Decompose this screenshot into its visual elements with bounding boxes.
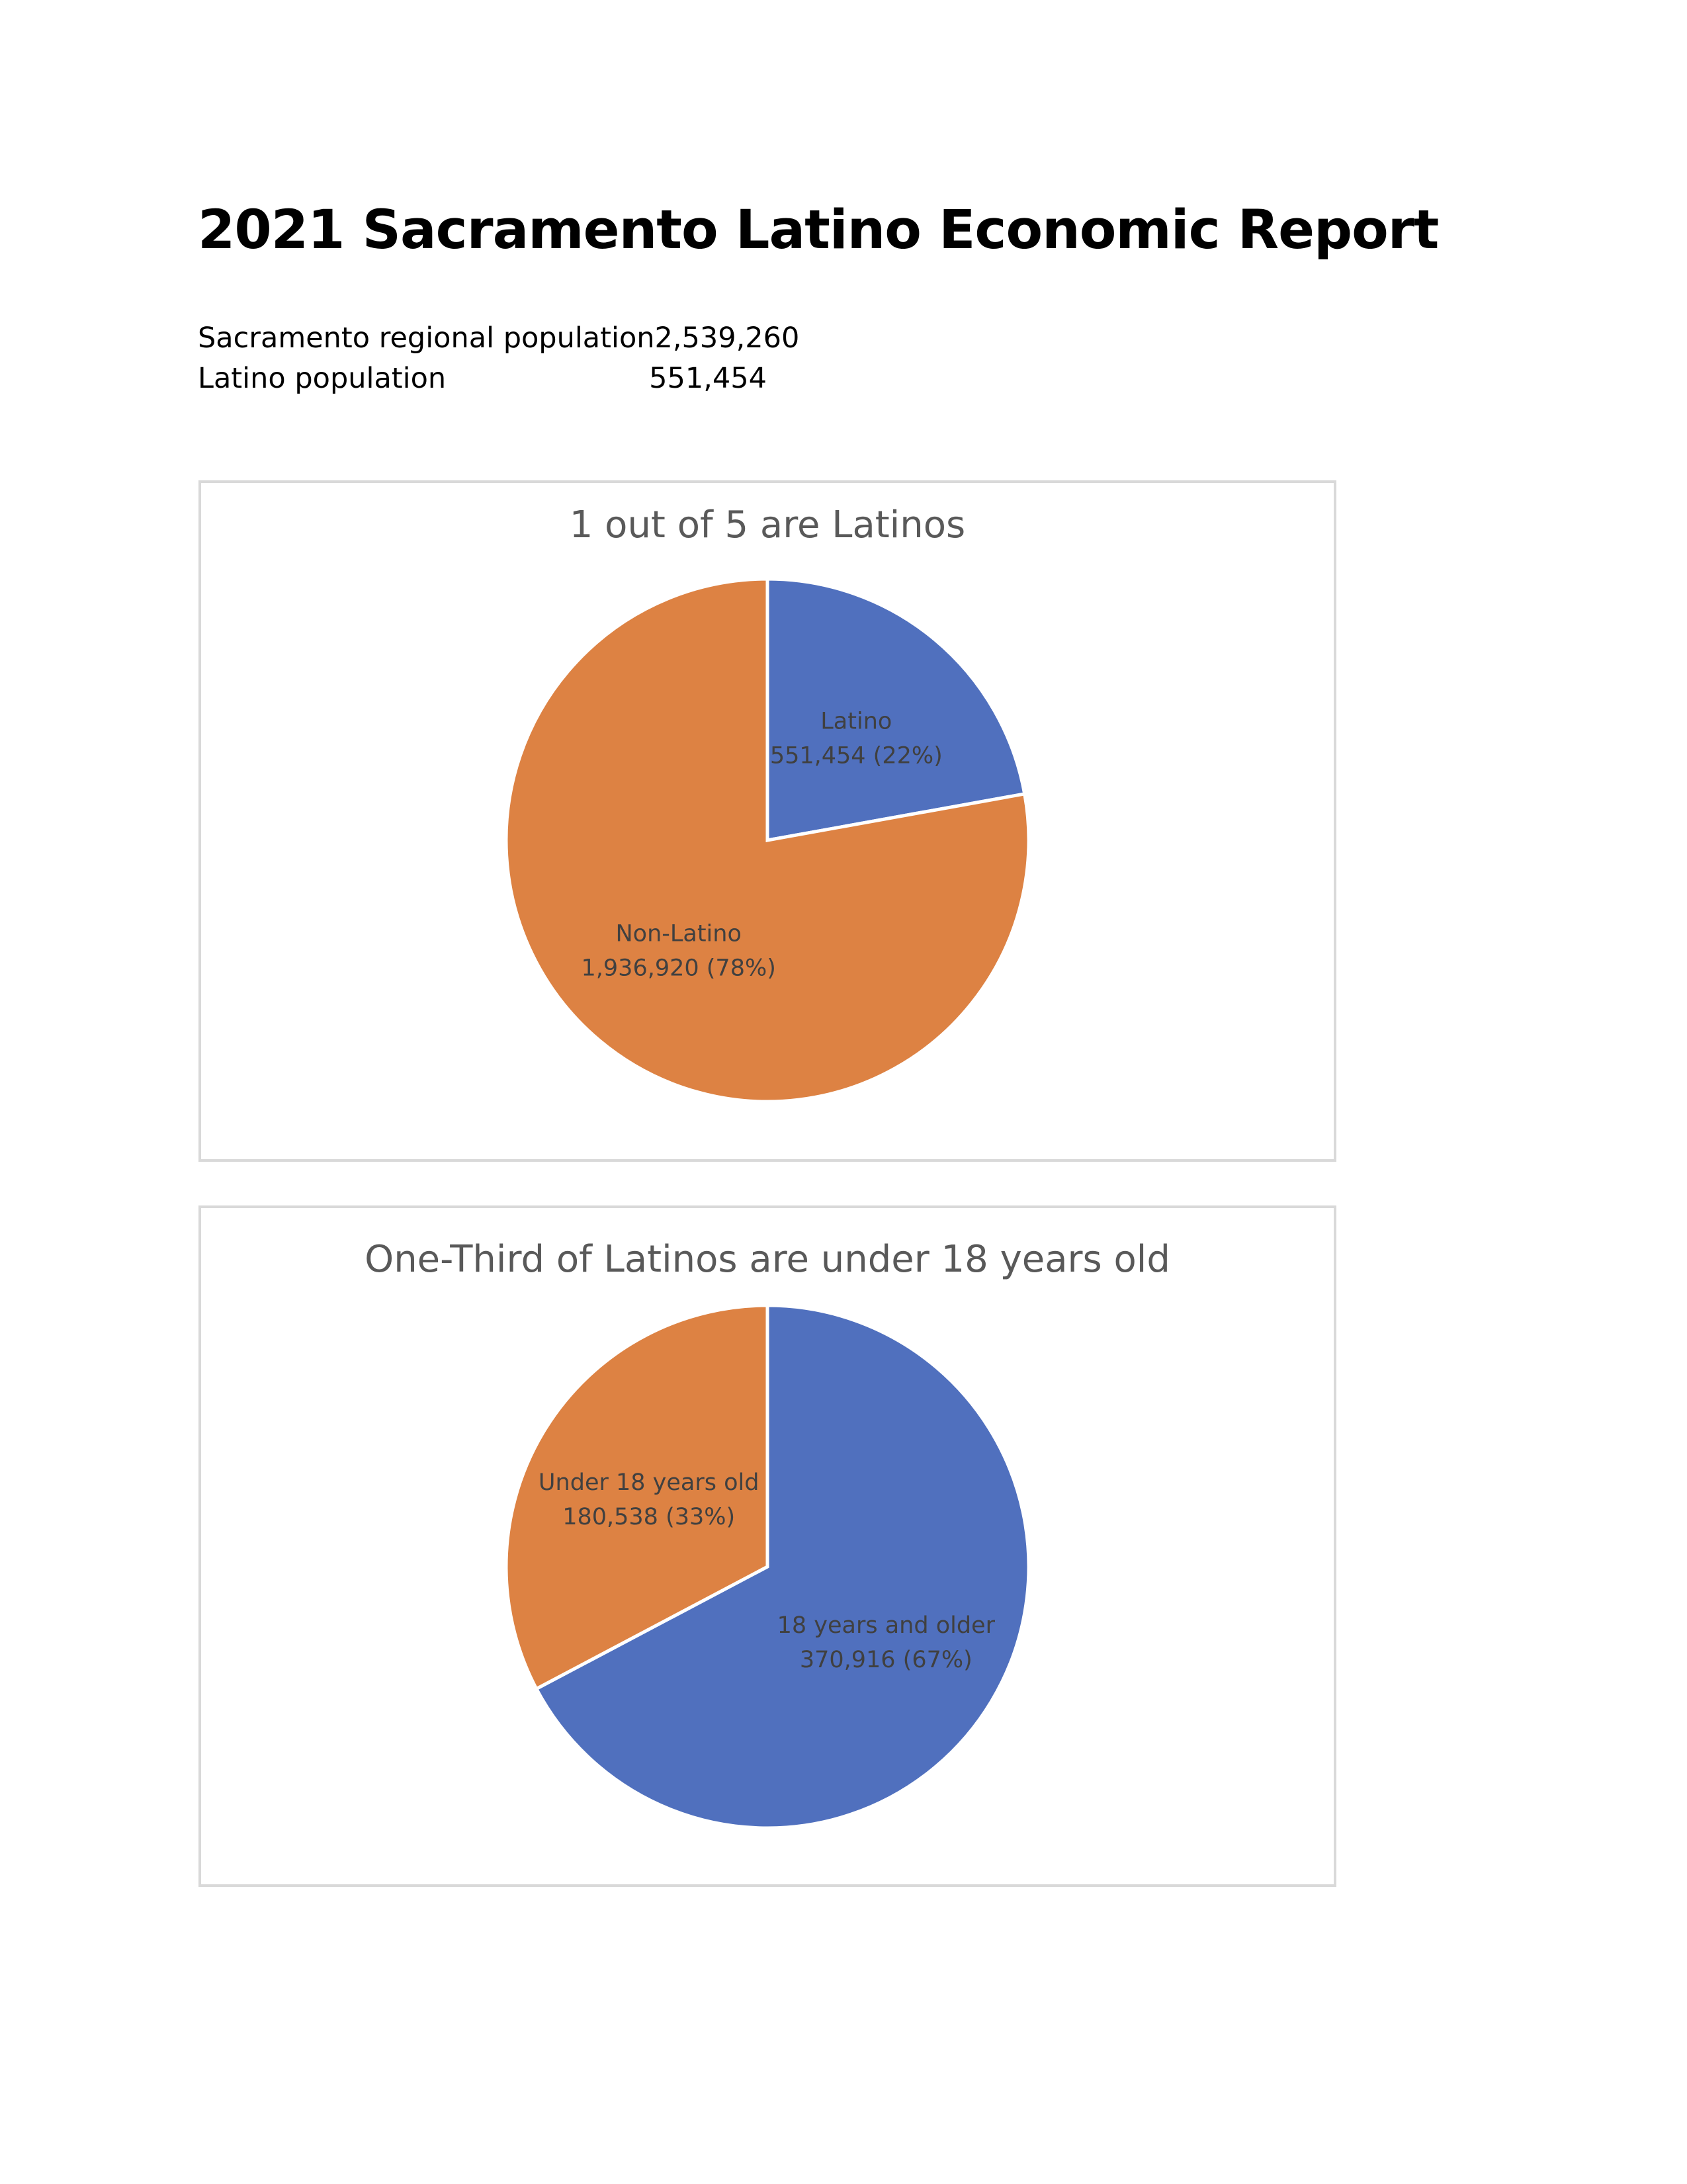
data-label-value: 370,916 (67%)	[800, 1647, 973, 1673]
page-title: 2021 Sacramento Latino Economic Report	[198, 199, 1439, 261]
latino-age-pie-chart: One-Third of Latinos are under 18 years …	[198, 1205, 1336, 1887]
data-label-value: 180,538 (33%)	[562, 1504, 735, 1530]
pie-data-labels: 18 years and older 370,916 (67%) Under 18 …	[539, 1469, 996, 1673]
pie-slice-non-latino	[504, 577, 1031, 1104]
chart-title: One-Third of Latinos are under 18 years …	[365, 1238, 1170, 1281]
pie-chart-canvas: One-Third of Latinos are under 18 years …	[365, 1238, 1170, 1830]
data-label-value: 551,454 (22%)	[770, 742, 943, 769]
data-label-category: 18 years and older	[777, 1612, 996, 1639]
pie-data-label-latino: Latino 551,454 (22%)	[770, 708, 943, 769]
data-label-value: 1,936,920 (78%)	[582, 955, 776, 982]
latino-share-pie-chart: 1 out of 5 are Latinos Latino 551,454 (22…	[198, 480, 1336, 1162]
data-label-category: Latino	[820, 708, 892, 734]
data-label-category: Under 18 years old	[539, 1469, 759, 1496]
pie-slice-18-years-and-older	[534, 1303, 1031, 1830]
chart-title: 1 out of 5 are Latinos	[570, 503, 965, 546]
stat-row-regional-population: Sacramento regional population 2,539,260	[198, 318, 799, 359]
pie-slices	[504, 577, 1031, 1104]
pie-chart-canvas: 1 out of 5 are Latinos Latino 551,454 (22…	[504, 503, 1031, 1104]
stat-row-latino-population: Latino population 551,454	[198, 359, 767, 399]
population-stats: Sacramento regional population 2,539,260…	[198, 318, 799, 399]
pie-data-label-under-18-years-old: Under 18 years old 180,538 (33%)	[539, 1469, 759, 1530]
pie-slices	[504, 1303, 1031, 1830]
data-label-category: Non-Latino	[615, 921, 741, 947]
stat-label: Latino population	[198, 362, 447, 395]
stat-value: 551,454	[649, 362, 767, 395]
pie-data-labels: Latino 551,454 (22%) Non-Latino 1,936,920 (…	[582, 708, 943, 981]
pie-data-label-non-latino: Non-Latino 1,936,920 (78%)	[582, 921, 776, 982]
pie-slice-under-18-years-old	[504, 1303, 769, 1691]
pie-data-label-18-years-and-older: 18 years and older 370,916 (67%)	[777, 1612, 996, 1673]
pie-slice-latino	[765, 577, 1027, 842]
stat-value: 2,539,260	[654, 322, 800, 355]
stat-label: Sacramento regional population	[198, 322, 655, 355]
